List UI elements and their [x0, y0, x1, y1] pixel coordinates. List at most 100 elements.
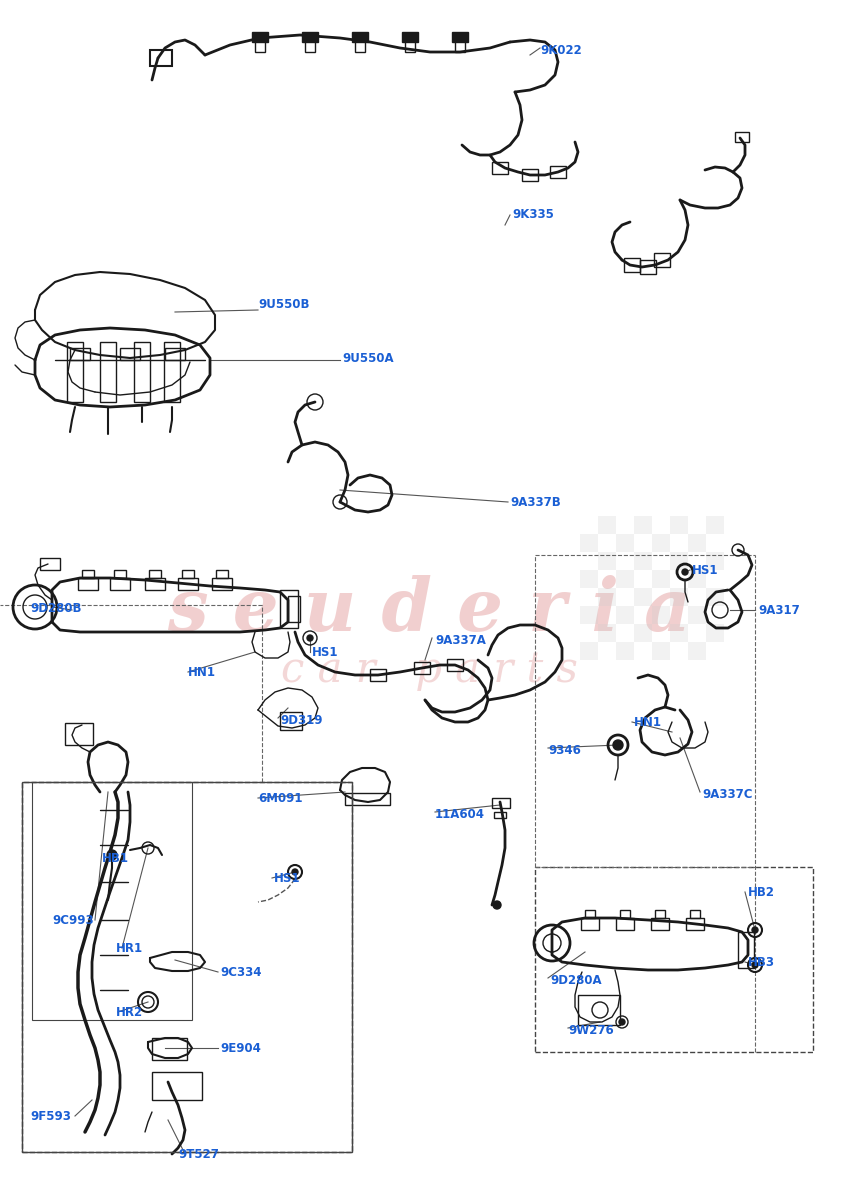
Bar [670, 588, 688, 606]
Text: 9D280A: 9D280A [550, 973, 601, 986]
Bar [652, 642, 670, 660]
Bar [492, 162, 508, 174]
Bar [67, 342, 83, 402]
Text: 9K335: 9K335 [512, 209, 554, 222]
Circle shape [752, 926, 758, 934]
Bar [134, 342, 150, 402]
Bar [706, 588, 724, 606]
Bar [654, 253, 670, 266]
Bar [150, 50, 172, 66]
Bar [616, 570, 634, 588]
Bar [598, 624, 616, 642]
Bar [70, 348, 90, 360]
Bar [651, 918, 669, 930]
Bar [580, 606, 598, 624]
Bar [634, 588, 652, 606]
Bar [598, 516, 616, 534]
Bar [152, 1072, 202, 1100]
Bar [22, 782, 352, 1152]
Bar [616, 918, 634, 930]
Text: s e u d e r i a: s e u d e r i a [167, 575, 691, 646]
Bar [738, 932, 754, 968]
Bar [670, 552, 688, 570]
Text: 11A604: 11A604 [435, 809, 485, 822]
Text: 9U550B: 9U550B [258, 299, 309, 312]
Bar [580, 570, 598, 588]
Text: HB1: HB1 [102, 852, 129, 864]
Bar [165, 348, 185, 360]
Bar [280, 712, 302, 730]
Bar [550, 166, 566, 178]
Text: 9E904: 9E904 [220, 1042, 261, 1055]
Bar [280, 590, 298, 628]
Bar [670, 516, 688, 534]
Bar [624, 258, 640, 272]
Text: 9A337B: 9A337B [510, 496, 561, 509]
Bar [686, 918, 704, 930]
Text: 9C334: 9C334 [220, 966, 261, 978]
Bar [620, 910, 630, 918]
Bar [688, 534, 706, 552]
Bar [598, 588, 616, 606]
Bar [40, 558, 60, 570]
Bar [164, 342, 180, 402]
Bar [652, 534, 670, 552]
Bar [535, 866, 813, 1052]
Bar [305, 40, 315, 52]
Text: 9U550A: 9U550A [342, 352, 393, 365]
Text: 9T527: 9T527 [178, 1147, 219, 1160]
Bar [616, 606, 634, 624]
Circle shape [493, 901, 501, 910]
Text: 9D319: 9D319 [280, 714, 322, 726]
Bar [455, 40, 465, 52]
Text: 9C993: 9C993 [52, 913, 94, 926]
Bar [78, 578, 98, 590]
Text: c a r   p a r t s: c a r p a r t s [281, 649, 577, 691]
Circle shape [752, 962, 758, 968]
Bar [634, 552, 652, 570]
Text: HB2: HB2 [748, 886, 775, 899]
Bar [114, 570, 126, 578]
Bar [670, 624, 688, 642]
Bar [706, 516, 724, 534]
Bar [302, 32, 318, 42]
Circle shape [613, 740, 623, 750]
Bar [345, 793, 390, 805]
Bar [585, 910, 595, 918]
Bar [634, 516, 652, 534]
Bar [640, 260, 656, 274]
Bar [65, 722, 93, 745]
Text: 6M091: 6M091 [258, 792, 302, 804]
Text: HS1: HS1 [312, 646, 338, 659]
Text: 9A317: 9A317 [758, 604, 800, 617]
Bar [580, 642, 598, 660]
Bar [414, 662, 430, 674]
Bar [447, 659, 463, 671]
Bar [216, 570, 228, 578]
Bar [178, 578, 198, 590]
Text: 9A337C: 9A337C [702, 788, 752, 802]
Bar [494, 812, 506, 818]
Bar [492, 798, 510, 808]
Bar [145, 578, 165, 590]
Bar [402, 32, 418, 42]
Circle shape [682, 569, 688, 575]
Circle shape [307, 635, 313, 641]
Bar [32, 782, 192, 1020]
Circle shape [107, 850, 117, 860]
Bar [735, 132, 749, 142]
Bar [255, 40, 265, 52]
Bar [616, 642, 634, 660]
Bar [82, 570, 94, 578]
Bar [405, 40, 415, 52]
Bar [598, 552, 616, 570]
Bar [616, 534, 634, 552]
Text: 9D280B: 9D280B [30, 601, 82, 614]
Text: HB3: HB3 [748, 955, 775, 968]
Bar [355, 40, 365, 52]
Bar [252, 32, 268, 42]
Bar [149, 570, 161, 578]
Text: HN1: HN1 [188, 666, 216, 678]
Bar [578, 995, 620, 1025]
Text: HN1: HN1 [634, 715, 662, 728]
